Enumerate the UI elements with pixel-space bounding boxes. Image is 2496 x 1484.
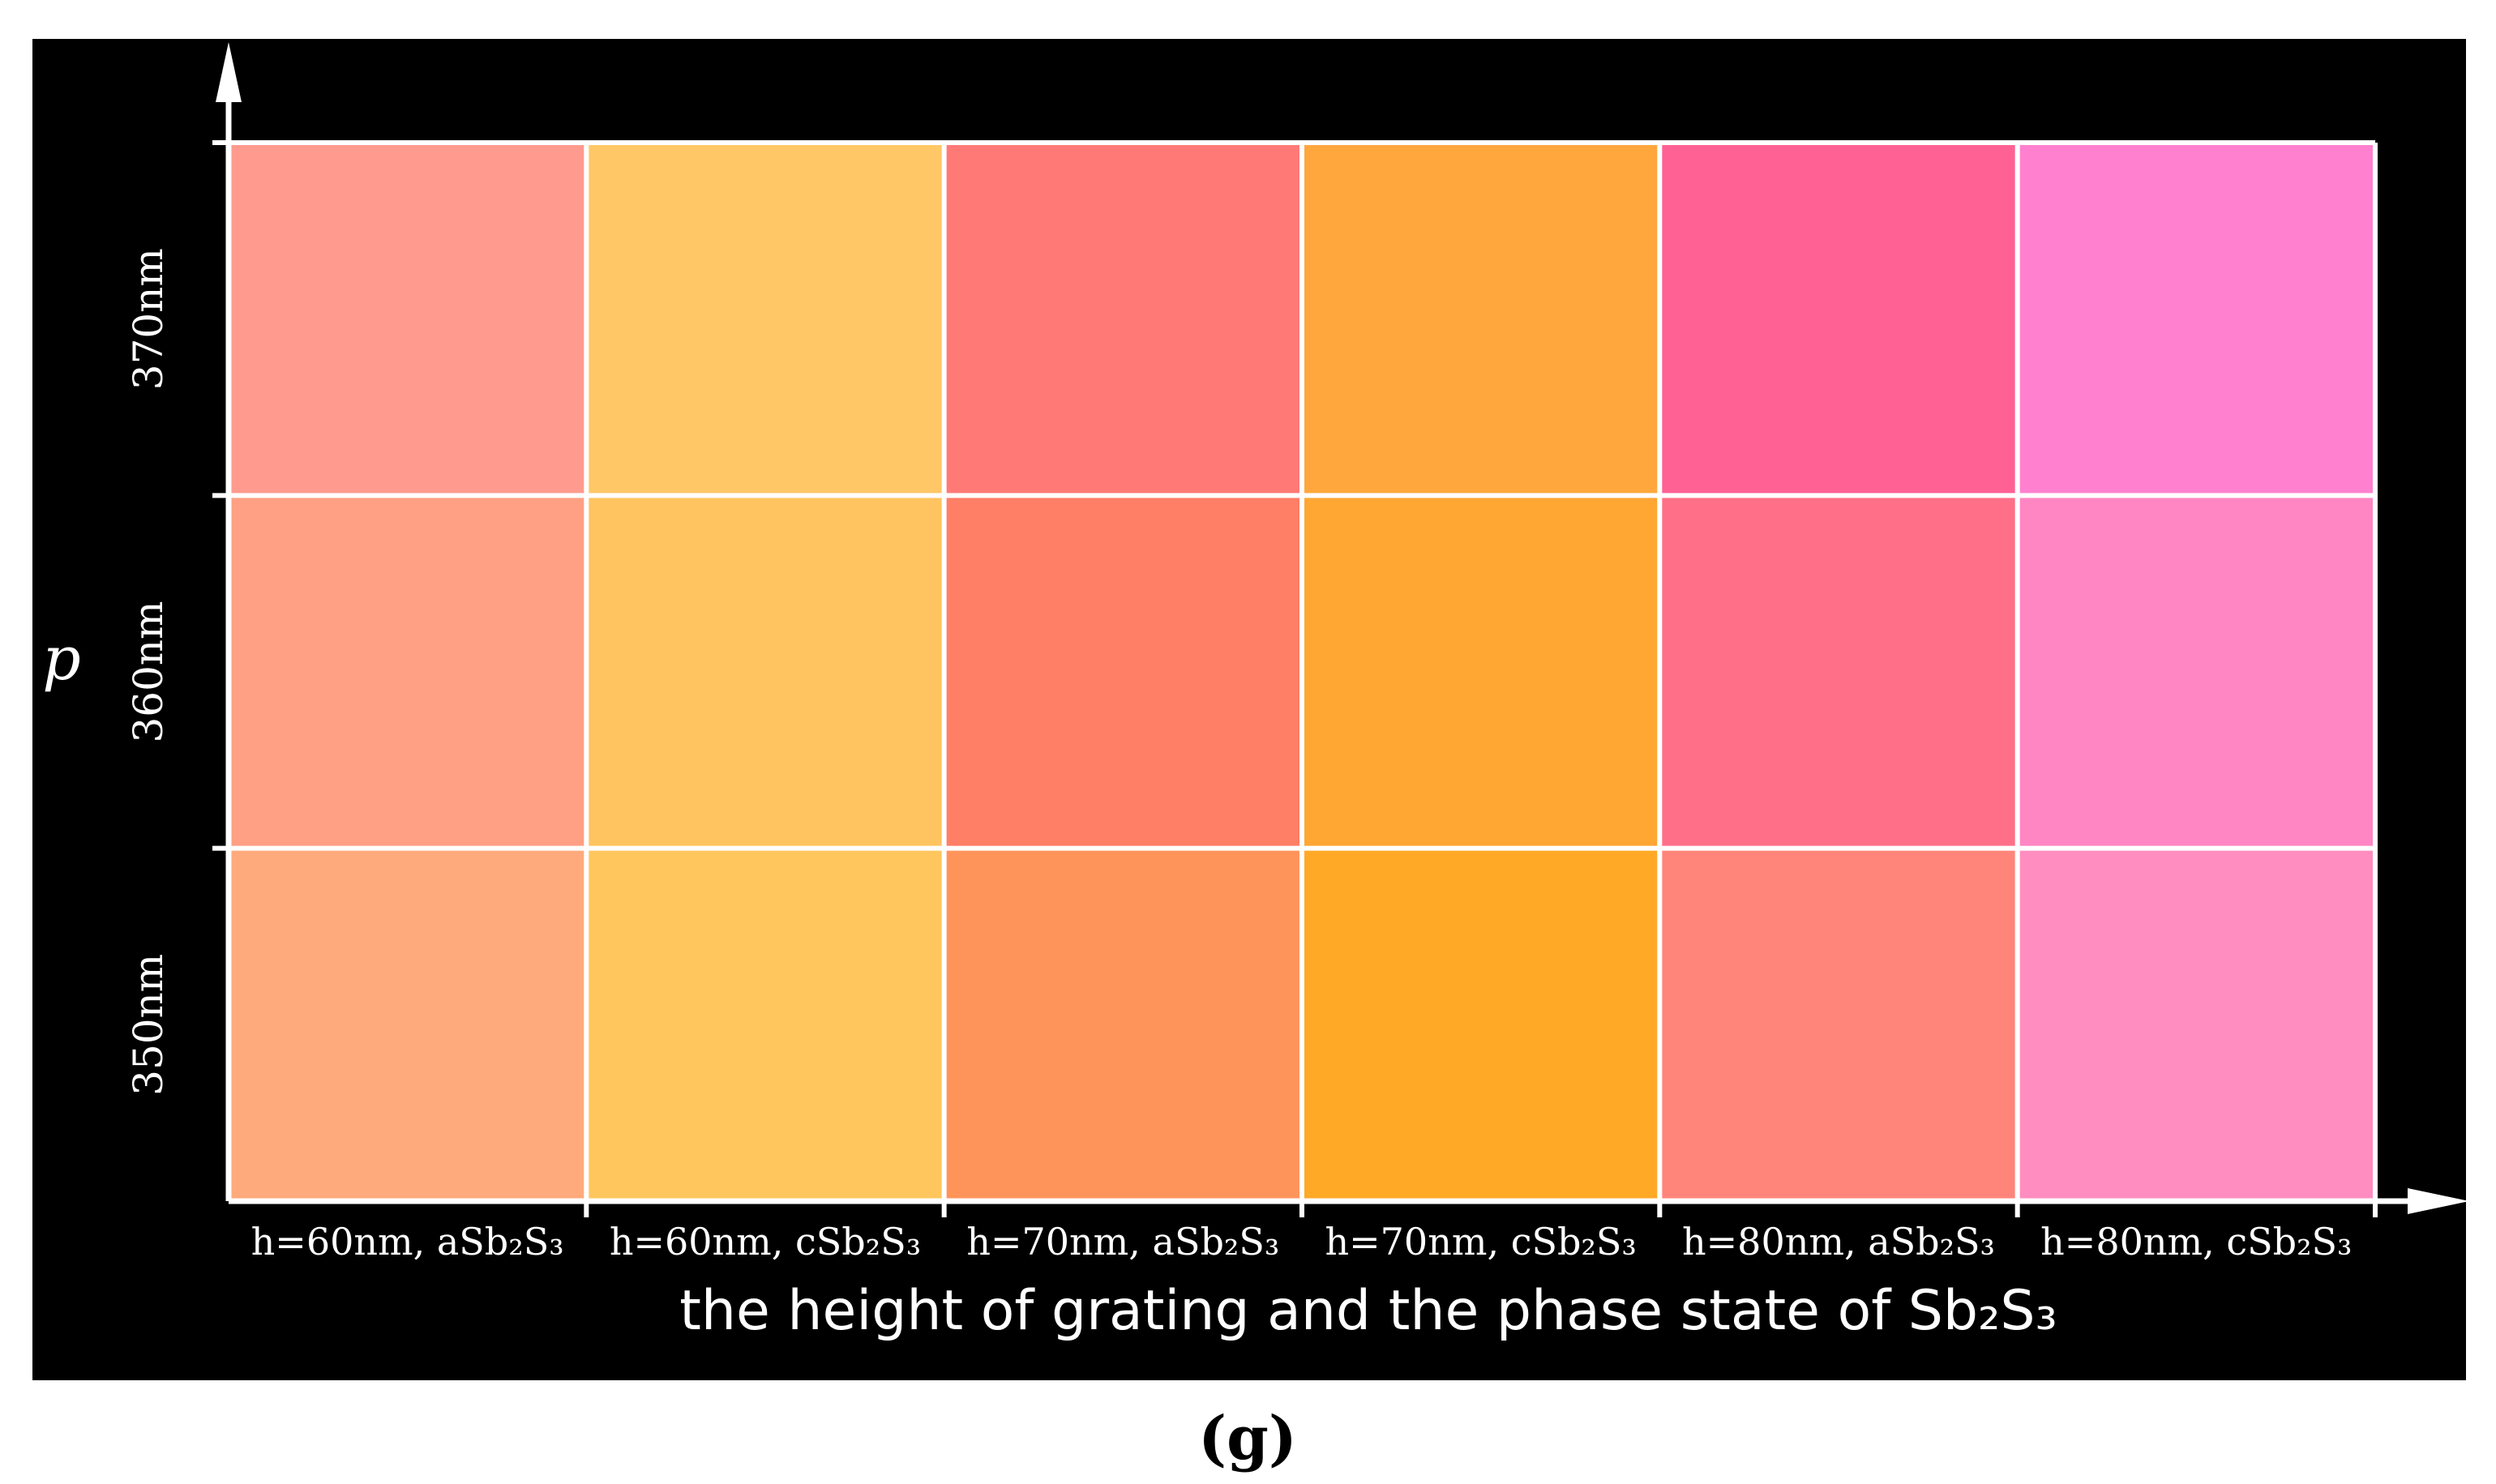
x-axis-title: the height of grating and the phase stat…	[679, 1279, 2057, 1343]
y-axis-arrow-icon	[216, 42, 242, 102]
y-tick-label: 360nm	[125, 601, 172, 742]
heatmap-cell	[1302, 848, 1660, 1201]
x-tick-marks	[584, 1201, 2378, 1217]
grid-lines	[226, 140, 2378, 1204]
y-tick-label: 370nm	[125, 248, 172, 390]
x-tick-label: h=80nm, aSb₂S₃	[1682, 1220, 1995, 1264]
x-tick-label: h=60nm, cSb₂S₃	[610, 1220, 921, 1264]
heatmap-cell	[1659, 495, 2018, 849]
x-tick-label: h=80nm, cSb₂S₃	[2040, 1220, 2352, 1264]
heatmap-cell	[944, 143, 1302, 496]
panel-label: (g)	[1198, 1404, 1297, 1473]
heatmap-cell	[229, 848, 587, 1201]
heatmap-cell	[586, 495, 944, 849]
x-tick-label: h=60nm, aSb₂S₃	[251, 1220, 564, 1264]
heatmap-cell	[586, 143, 944, 496]
heatmap-cell	[2017, 848, 2375, 1201]
heatmap-cell	[1302, 495, 1660, 849]
heatmap-cell	[1302, 143, 1660, 496]
x-tick-label: h=70nm, aSb₂S₃	[966, 1220, 1279, 1264]
heatmap-cells	[229, 143, 2375, 1201]
heatmap-cell	[944, 495, 1302, 849]
y-axis-title: p	[42, 624, 80, 694]
heatmap-cell	[586, 848, 944, 1201]
heatmap-cell	[1659, 848, 2018, 1201]
y-tick-labels: 370nm 360nm 350nm	[125, 248, 172, 1096]
heatmap-cell	[2017, 143, 2375, 496]
y-tick-label: 350nm	[125, 954, 172, 1096]
axes	[216, 42, 2469, 1214]
x-tick-labels: h=60nm, aSb₂S₃ h=60nm, cSb₂S₃ h=70nm, aSb₂…	[251, 1220, 2353, 1264]
x-axis-arrow-icon	[2408, 1188, 2469, 1214]
y-tick-marks	[212, 140, 229, 851]
heatmap-cell	[2017, 495, 2375, 849]
heatmap-cell	[229, 495, 587, 849]
x-tick-label: h=70nm, cSb₂S₃	[1325, 1220, 1637, 1264]
heatmap-cell	[1659, 143, 2018, 496]
heatmap-cell	[944, 848, 1302, 1201]
heatmap-cell	[229, 143, 587, 496]
